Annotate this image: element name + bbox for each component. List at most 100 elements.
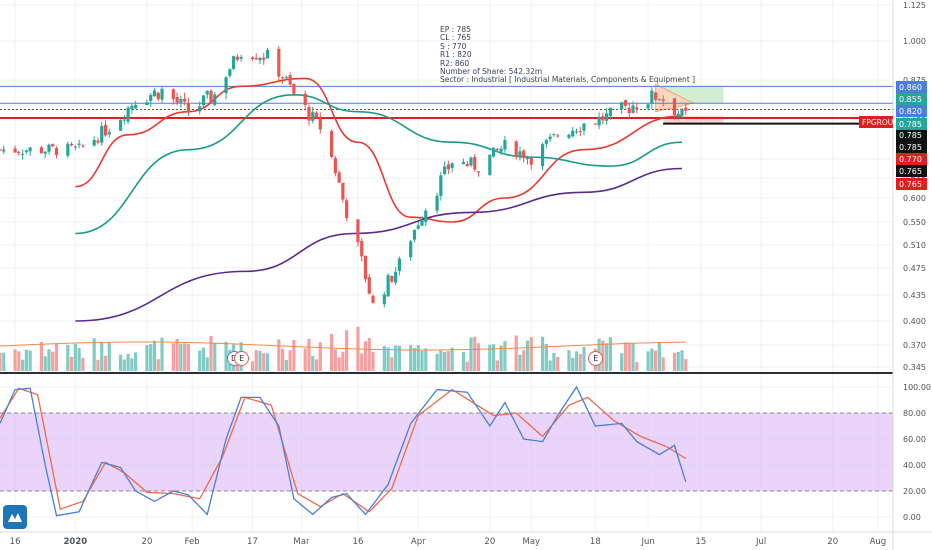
volume-bar — [424, 348, 428, 371]
volume-bar — [183, 343, 187, 371]
stoch-d-line — [0, 387, 687, 513]
candle-body — [118, 120, 123, 131]
candle-body — [465, 163, 469, 166]
earnings-event-marker[interactable]: E — [234, 351, 250, 366]
candle-body — [367, 277, 371, 294]
candle-body — [394, 271, 398, 283]
candle-body — [439, 175, 443, 197]
info-shares: Number of Share: 542.32m — [440, 67, 543, 77]
tradingview-logo-icon[interactable] — [3, 505, 27, 529]
x-tick-label: 20 — [484, 537, 495, 547]
candle-body — [435, 195, 439, 211]
candle-body — [646, 104, 650, 109]
candle-body — [0, 149, 2, 151]
candle-body — [145, 102, 149, 105]
candle-body — [122, 119, 126, 121]
candle-body — [307, 106, 311, 121]
stoch-k-line — [0, 385, 687, 517]
volume-bar — [571, 357, 575, 371]
candle-body — [571, 130, 575, 137]
symbol-tag: FPGROUP — [862, 118, 898, 127]
x-tick-label: 20 — [142, 537, 153, 547]
candle-body — [680, 108, 684, 116]
candle-body — [650, 90, 654, 104]
candle-body — [341, 182, 345, 200]
volume-ma-line — [0, 341, 686, 351]
candle-body — [345, 200, 349, 219]
volume-bar — [420, 350, 424, 371]
volume-bar — [43, 356, 47, 371]
x-tick-label: 16 — [353, 537, 364, 547]
price-level-label: 0.765 — [899, 167, 922, 176]
candle-body — [2, 149, 6, 152]
volume-bar — [522, 350, 526, 371]
last-price-label: 0.785 — [899, 120, 922, 129]
volume-bar — [345, 330, 349, 371]
x-tick-label: 2020 — [64, 537, 88, 547]
moving-averages — [75, 77, 682, 322]
candle-body — [284, 77, 288, 79]
volume-bar — [254, 350, 258, 371]
volume-bar — [329, 333, 334, 371]
volume-bar — [469, 337, 473, 371]
volume-bar — [491, 344, 496, 371]
candle-body — [96, 140, 100, 143]
candle-body — [382, 294, 386, 305]
volume-bar — [548, 360, 552, 371]
candle-body — [103, 124, 108, 136]
price-level-badge — [896, 129, 927, 141]
trade-info: EP : 785 CL : 765 S : 770 R1 : 820 R2: 8… — [440, 25, 695, 85]
candle-body — [556, 135, 560, 137]
candle-body — [51, 144, 55, 147]
earnings-event-marker[interactable]: E — [588, 351, 604, 366]
volume-bar — [654, 350, 658, 371]
y-tick-label: 0.510 — [903, 241, 926, 250]
volume-bar — [292, 339, 296, 371]
volume-bar — [39, 341, 44, 371]
price-levels — [0, 85, 893, 125]
volume-bar — [54, 343, 59, 371]
volume-bar — [488, 344, 492, 371]
candle-body — [476, 171, 481, 173]
volume-bar — [363, 341, 368, 371]
y-tick-label: 0.875 — [903, 76, 926, 85]
volume-bar — [96, 359, 100, 371]
volume-bar — [601, 340, 605, 371]
candle-body — [582, 123, 586, 131]
y-tick-label: 1.125 — [903, 1, 926, 10]
volume-bar — [495, 360, 499, 371]
candle-body — [318, 118, 322, 130]
candle-body — [363, 255, 368, 280]
candle-body — [552, 134, 556, 136]
price-level-label: 0.765 — [899, 180, 922, 189]
volume-bar — [213, 343, 217, 371]
candle-body — [92, 139, 96, 146]
volume-bar — [360, 353, 364, 371]
candle-body — [601, 116, 605, 121]
volume-bar — [28, 350, 32, 371]
volume-bar — [160, 337, 164, 371]
volume-bar — [409, 344, 413, 371]
price-level-label: 0.820 — [899, 107, 922, 116]
info-s: S : 770 — [440, 41, 467, 51]
candle-body — [567, 134, 571, 138]
volume-bar — [284, 359, 288, 371]
volume-bar — [416, 345, 420, 371]
candle-body — [175, 96, 179, 103]
candle-body — [39, 147, 44, 154]
candle-body — [47, 144, 51, 152]
x-tick-label: Jun — [640, 537, 654, 547]
volume-bar — [672, 352, 677, 371]
candle-body — [228, 69, 232, 76]
volume-bar — [394, 345, 398, 371]
volume-bar — [461, 352, 466, 371]
candle-body — [360, 240, 364, 257]
stoch-tick-label: 20.00 — [903, 487, 926, 496]
volume-bar — [318, 342, 322, 371]
volume-bar — [201, 347, 206, 371]
candle-body — [277, 49, 281, 77]
volume-bar — [122, 359, 126, 371]
candle-body — [443, 166, 447, 175]
